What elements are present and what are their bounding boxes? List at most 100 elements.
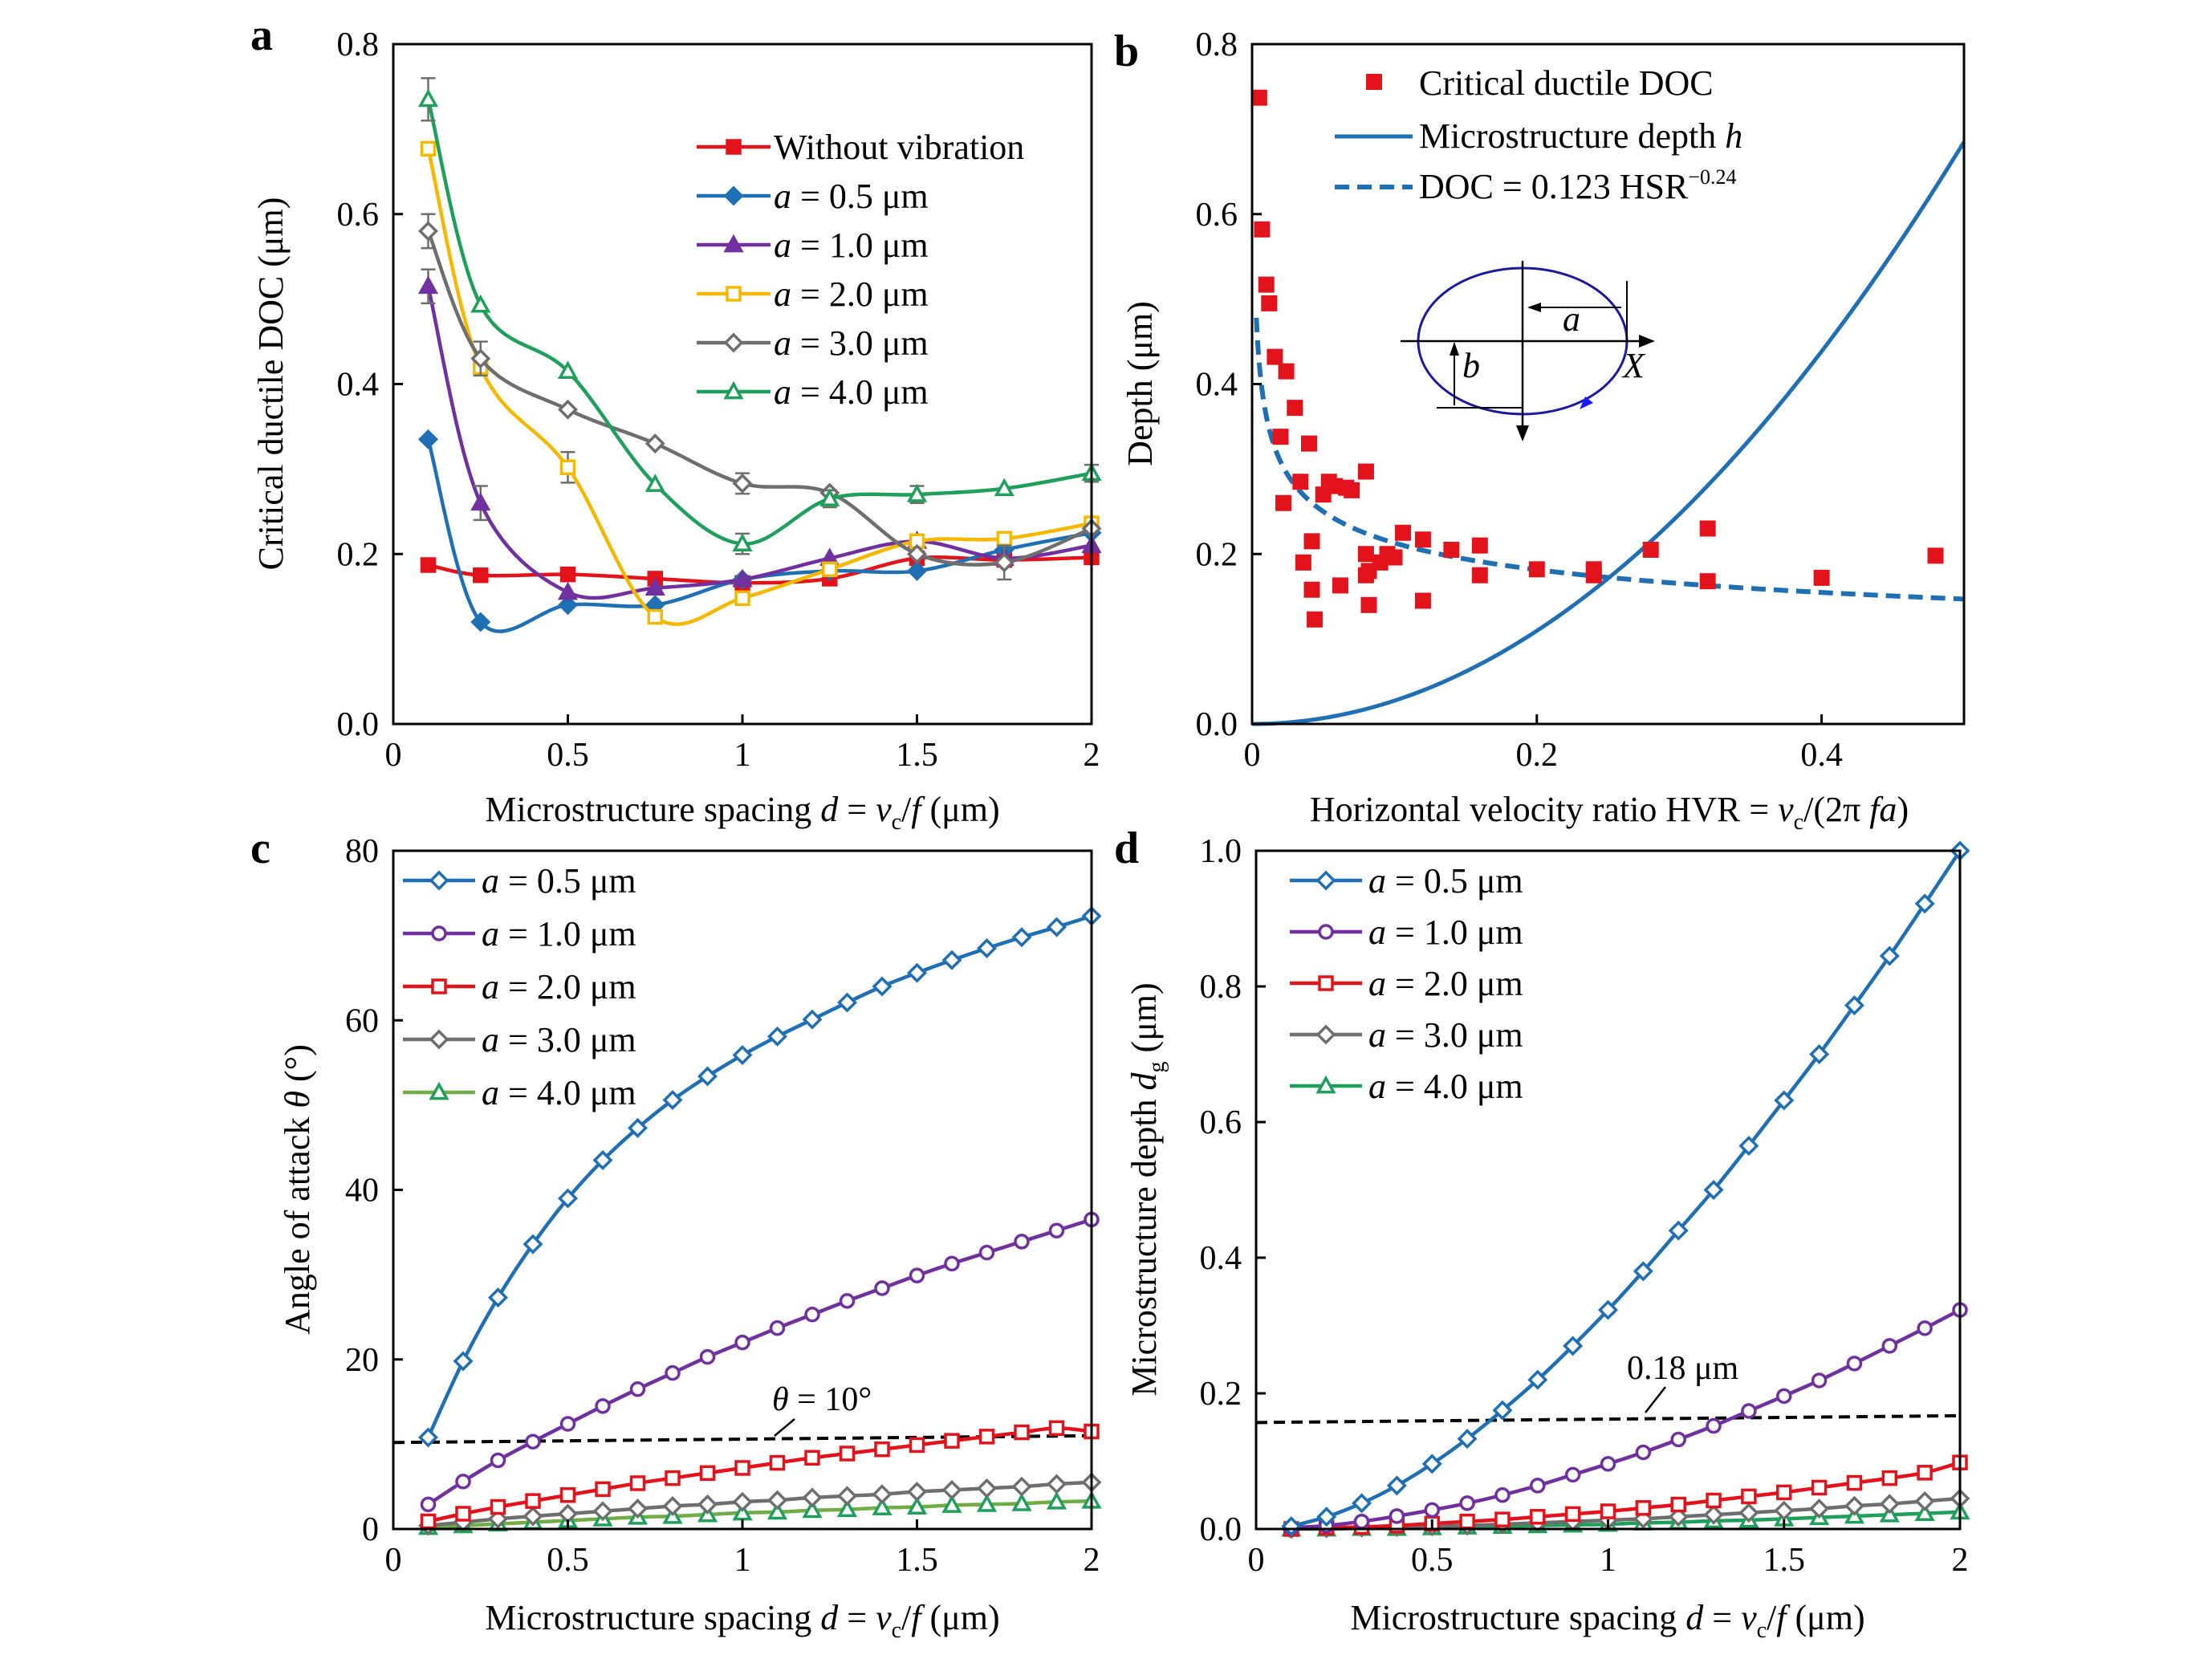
panel-d-point: [1424, 1502, 1440, 1519]
panel-d-point: [1706, 1492, 1722, 1509]
panel-d-legend-label: a = 4.0 μm: [1368, 1067, 1523, 1106]
panel-c-point: [628, 1498, 648, 1519]
panel-d-y-axis-label: Microstructure depth dg (μm): [1124, 982, 1169, 1396]
panel-d-point: [1494, 1487, 1511, 1503]
panel-d-point: [1809, 1044, 1830, 1064]
panel-c-series-line-1: [427, 1218, 1092, 1507]
panel-a-legend-marker: [723, 234, 744, 253]
panel-c-point: [699, 1465, 716, 1482]
panel-c-point: [802, 1499, 823, 1519]
panel-d-point: [1492, 1400, 1513, 1421]
panel-b-scatter-point: [1332, 577, 1348, 594]
panel-c-point: [1048, 1222, 1065, 1238]
panel-d-point: [1600, 1503, 1616, 1519]
panel-d-point: [1421, 1454, 1442, 1474]
panel-c-point: [976, 1494, 998, 1512]
panel-d-label: d: [1114, 823, 1139, 873]
panel-c-point: [732, 1502, 753, 1521]
panel-d-point: [1600, 1456, 1616, 1472]
panel-b-scatter-point: [1528, 561, 1545, 578]
panel-a-point: [994, 552, 1015, 573]
panel-a-point: [644, 577, 665, 596]
panel-c-point: [907, 962, 927, 983]
panel-d-point: [1917, 1320, 1933, 1336]
panel-a-series-line-1: [426, 438, 1092, 633]
panel-c-point: [1011, 1476, 1032, 1497]
panel-d-point: [1563, 1336, 1584, 1356]
panel-c-point: [872, 1497, 893, 1516]
panel-b-doc-fit-curve: [1254, 317, 1965, 602]
panel-b-microstructure-depth-curve: [1251, 140, 1966, 726]
panel-a-y-tick-label: 0.0: [337, 706, 380, 743]
panel-c-legend-label: a = 0.5 μm: [482, 861, 636, 901]
panel-d-point: [1353, 1513, 1370, 1530]
panel-b-scatter-point: [1927, 547, 1944, 564]
panel-c-point: [734, 1334, 750, 1351]
panel-d-point: [1706, 1417, 1722, 1434]
panel-a-point: [558, 399, 578, 420]
panel-c-y-tick-label: 20: [345, 1342, 379, 1379]
panel-d-point: [1703, 1504, 1724, 1525]
panel-b-scatter-point: [1278, 363, 1295, 380]
panel-d-point: [1881, 1470, 1898, 1486]
panel-b-label: b: [1114, 26, 1139, 76]
panel-d-legend-marker: [1315, 870, 1336, 891]
panel-a-point: [907, 543, 927, 564]
panel-d-point: [1459, 1513, 1475, 1530]
panel-b-scatter-point: [1295, 554, 1311, 571]
panel-d-threshold-leader: [1645, 1386, 1666, 1413]
panel-c-legend-marker: [429, 870, 449, 891]
panel-c-x-tick-label: 0.5: [547, 1542, 589, 1579]
panel-b-scatter-point: [1386, 549, 1403, 566]
panel-d-point: [1881, 1338, 1898, 1354]
panel-a-point: [557, 581, 579, 600]
panel-b-scatter-point: [1344, 482, 1360, 498]
panel-b-scatter-point: [1699, 520, 1716, 537]
panel-b-scatter-point: [1292, 474, 1309, 490]
panel-d-legend-marker: [1315, 1075, 1336, 1094]
panel-d-legend-marker: [1318, 924, 1334, 940]
panel-b-y-tick-label: 0.0: [1196, 706, 1238, 743]
panel-b-scatter-point: [1287, 400, 1303, 417]
panel-b-scatter-point: [1414, 592, 1431, 609]
panel-b-scatter-point: [1254, 221, 1271, 238]
panel-d-point: [1352, 1493, 1372, 1514]
panel-a-point: [470, 348, 491, 369]
panel-d-series-line-1: [1291, 1308, 1962, 1530]
panel-d-y-tick-label: 1.0: [1200, 833, 1242, 870]
panel-d-legend: a = 0.5 μm a = 1.0 μm a = 2.0 μm a = 3.0 μm…: [1290, 861, 1523, 1106]
panel-c-point: [1011, 1493, 1032, 1511]
panel-d-legend-label: a = 0.5 μm: [1368, 861, 1523, 901]
panel-b-scatter-point: [1357, 463, 1374, 480]
panel-a-x-axis-label: Microstructure spacing d = vc/f (μm): [485, 790, 999, 835]
panel-a-legend-label: a = 3.0 μm: [774, 323, 929, 363]
panel-c-point: [662, 1496, 683, 1516]
panel-c-point: [453, 1351, 474, 1372]
panel-a-y-tick-label: 0.8: [337, 26, 380, 63]
panel-d-point: [1879, 1504, 1900, 1523]
panel-d-y-tick-label: 0.0: [1200, 1511, 1242, 1548]
panel-d-point: [1776, 1388, 1792, 1405]
panel-c-point: [418, 1427, 438, 1448]
panel-d-point: [1459, 1495, 1475, 1511]
panel-a-point: [907, 560, 927, 581]
panel-c-point: [732, 1491, 753, 1512]
panel-c-point: [874, 1441, 890, 1458]
panel-a-point: [417, 88, 439, 108]
panel-a-label: a: [250, 10, 273, 60]
panel-c-point: [769, 1320, 786, 1336]
inset-label-a: a: [1563, 299, 1580, 339]
panel-a-point: [819, 488, 840, 506]
panel-c-point: [420, 1496, 437, 1513]
panel-c-legend-label: a = 1.0 μm: [482, 914, 636, 954]
panel-d-point: [1846, 1474, 1863, 1491]
panel-d: d 0 0.5 1 1.5 2 0.0 0.2 0.4 0.6 0.8 1.0 Microstruc…: [1114, 823, 1970, 1643]
panel-d-legend-label: a = 3.0 μm: [1368, 1015, 1523, 1055]
panel-b-legend: Critical ductile DOC Microstructure dept…: [1335, 63, 1742, 206]
panel-a-y-tick-label: 0.6: [337, 197, 380, 234]
panel-d-threshold-label: 0.18 μm: [1627, 1350, 1739, 1387]
panel-a-point: [732, 568, 753, 588]
panel-a-x-tick-label: 1: [734, 737, 751, 774]
panel-c-point: [592, 1150, 613, 1171]
